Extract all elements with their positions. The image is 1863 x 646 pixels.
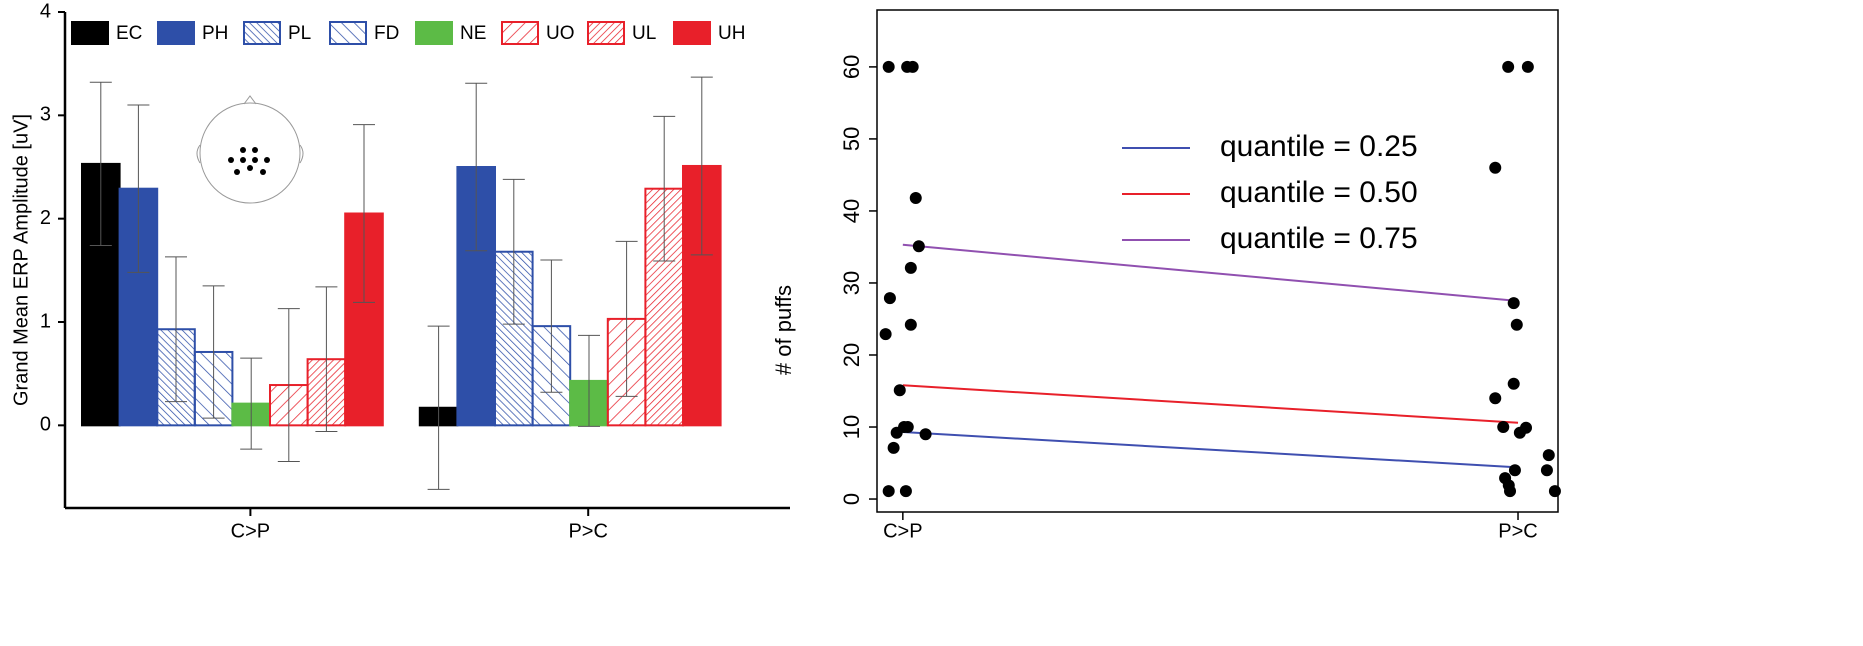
legend-label: UO	[546, 23, 575, 44]
point	[904, 318, 917, 331]
legend-label: quantile = 0.25	[1220, 130, 1418, 163]
y-tick-label: 40	[839, 199, 864, 223]
y-tick-label: 60	[839, 55, 864, 79]
x-tick-label: C>P	[883, 520, 922, 542]
y-tick-label: 50	[839, 127, 864, 151]
legend-swatch	[501, 21, 539, 45]
point	[909, 191, 922, 204]
legend-label: FD	[374, 23, 399, 44]
y-tick-label: 0	[40, 414, 51, 436]
point	[899, 485, 912, 498]
y-tick-label: 10	[839, 415, 864, 439]
y-tick-label: 30	[839, 271, 864, 295]
head-inset	[196, 95, 304, 204]
point	[1540, 464, 1553, 477]
point	[1542, 449, 1555, 462]
y-axis-title: # of puffs	[771, 285, 796, 375]
point	[1489, 161, 1502, 174]
point	[893, 384, 906, 397]
y-tick-label: 4	[40, 0, 51, 22]
x-tick-label: C>P	[231, 520, 270, 542]
point	[901, 421, 914, 434]
y-tick-label: 20	[839, 343, 864, 367]
legend-swatch	[71, 21, 109, 45]
plot-frame	[876, 9, 1559, 513]
y-tick-label: 1	[40, 310, 51, 332]
point	[904, 261, 917, 274]
point	[1489, 392, 1502, 405]
x-tick-label: P>C	[568, 520, 607, 542]
y-axis-title: Grand Mean ERP Amplitude [uV]	[10, 114, 32, 406]
quantile-line	[902, 243, 1519, 302]
point	[1548, 485, 1561, 498]
point	[887, 441, 900, 454]
legend-label: PH	[202, 23, 228, 44]
point	[882, 485, 895, 498]
legend-swatch	[673, 21, 711, 45]
point	[879, 328, 892, 341]
legend-label: EC	[116, 23, 142, 44]
legend-swatch	[587, 21, 625, 45]
point	[1502, 60, 1515, 73]
legend-swatch	[157, 21, 195, 45]
legend-label: NE	[460, 23, 486, 44]
point	[882, 60, 895, 73]
point	[912, 240, 925, 253]
point	[1521, 60, 1534, 73]
point	[1507, 377, 1520, 390]
point	[1504, 485, 1517, 498]
point	[1510, 318, 1523, 331]
legend-swatch	[329, 21, 367, 45]
legend-label: UH	[718, 23, 745, 44]
quantile-line	[902, 431, 1519, 469]
y-tick-label: 2	[40, 207, 51, 229]
point	[1497, 421, 1510, 434]
point	[883, 292, 896, 305]
quantile-line	[902, 384, 1519, 424]
point	[1507, 297, 1520, 310]
legend-swatch	[243, 21, 281, 45]
legend-label: UL	[632, 23, 656, 44]
legend-label: quantile = 0.50	[1220, 176, 1418, 209]
x-tick-label: P>C	[1498, 520, 1537, 542]
legend-swatch	[415, 21, 453, 45]
y-tick-label: 3	[40, 104, 51, 126]
point	[919, 428, 932, 441]
y-tick-label: 0	[839, 493, 864, 505]
point	[906, 60, 919, 73]
legend-label: PL	[288, 23, 311, 44]
point	[1513, 426, 1526, 439]
point	[1508, 464, 1521, 477]
legend-label: quantile = 0.75	[1220, 222, 1418, 255]
